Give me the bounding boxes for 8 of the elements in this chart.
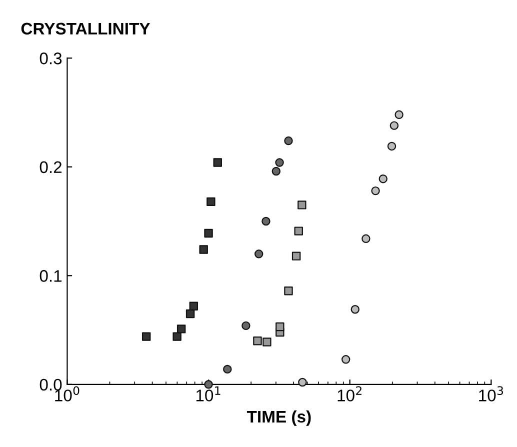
y-tick-label: 0.1	[40, 270, 62, 282]
y-tick-label: 0.2	[40, 161, 62, 174]
y-tick-label: 0.3	[40, 52, 62, 64]
x-tick-label: 10$^{1}$	[196, 386, 220, 402]
x-axis-title: TIME (s)	[246, 410, 311, 426]
x-tick-label: 10$^{3}$	[479, 386, 503, 402]
chart-title: CRYSTALLINITY	[21, 22, 150, 35]
x-tick-label: 10$^{2}$	[338, 386, 362, 402]
